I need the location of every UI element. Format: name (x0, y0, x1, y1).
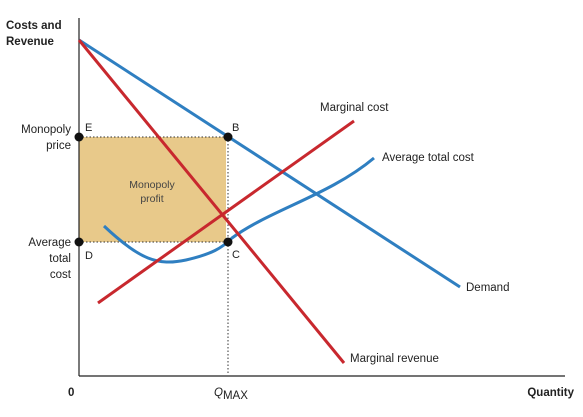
point-d-label: D (85, 250, 93, 262)
marginal-cost-curve (97, 119, 355, 305)
demand-label: Demand (466, 282, 509, 294)
marginal-revenue-curve (77, 39, 346, 364)
x-axis-title: Quantity (527, 387, 574, 399)
monopoly-profit-label-line2: profit (140, 193, 163, 205)
point-b-marker (223, 132, 233, 142)
y-axis-title-line1: Costs and (6, 20, 62, 32)
average-total-cost-axis-label-line1: Average (28, 237, 71, 249)
monopoly-price-label-line2: price (46, 140, 71, 152)
average-total-cost-label: Average total cost (382, 152, 475, 164)
marginal-revenue-label: Marginal revenue (350, 353, 439, 365)
qmax-subscript: MAX (223, 390, 248, 402)
demand-curve (78, 38, 461, 289)
marginal-cost-label: Marginal cost (320, 102, 389, 114)
average-total-cost-axis-label-line3: cost (50, 269, 72, 281)
point-e-label: E (85, 122, 92, 134)
point-d-marker (74, 237, 84, 247)
y-axis-title-line2: Revenue (6, 36, 54, 48)
average-total-cost-curve (102, 156, 375, 264)
qmax-label: QMAX (214, 387, 248, 402)
point-e-marker (74, 132, 84, 142)
point-b-label: B (232, 122, 239, 134)
point-c-marker (223, 237, 233, 247)
monopoly-price-label-line1: Monopoly (21, 124, 71, 136)
average-total-cost-axis-label-line2: total (49, 253, 71, 265)
origin-label: 0 (68, 387, 74, 399)
qmax-main: Q (214, 387, 223, 399)
point-c-label: C (232, 249, 240, 261)
monopoly-profit-label-line1: Monopoly (129, 179, 175, 191)
